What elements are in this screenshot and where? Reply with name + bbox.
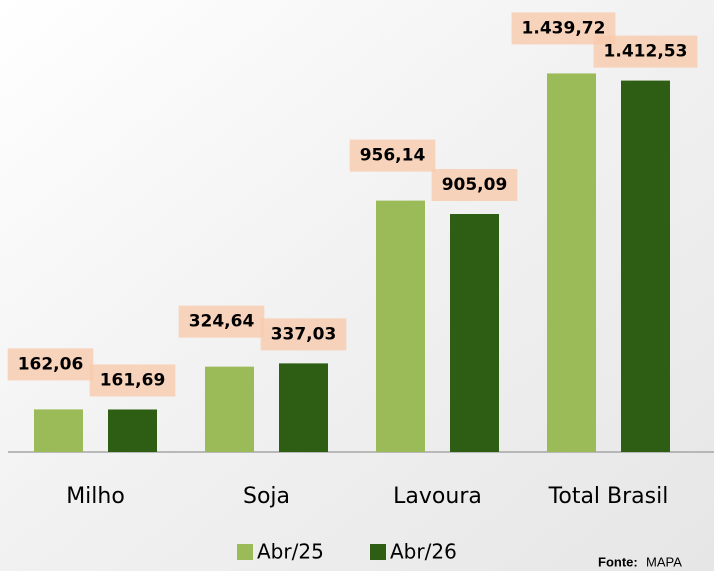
bar — [108, 409, 157, 452]
bar — [279, 363, 328, 452]
bar — [547, 73, 596, 452]
value-label: 1.412,53 — [604, 42, 688, 62]
x-tick-label: Milho — [66, 484, 125, 509]
chart: Fonte: MAPA Milho 162,06 161,69 Soja 324,64 3… — [0, 0, 714, 571]
legend-label: Abr/25 — [257, 540, 324, 564]
value-label: 956,14 — [360, 146, 426, 166]
bar — [205, 367, 254, 452]
source-name: MAPA — [646, 554, 682, 569]
source-label: Fonte: — [598, 554, 638, 569]
value-label: 161,69 — [100, 370, 166, 390]
value-label: 324,64 — [189, 312, 255, 332]
value-label: 905,09 — [442, 175, 508, 195]
x-tick-label: Lavoura — [393, 484, 482, 509]
legend-swatch — [370, 544, 386, 560]
legend-label: Abr/26 — [390, 540, 457, 564]
x-tick-label: Soja — [243, 484, 290, 509]
value-label: 162,06 — [18, 354, 84, 374]
value-label: 337,03 — [271, 324, 337, 344]
bar — [34, 409, 83, 452]
value-label: 1.439,72 — [522, 18, 606, 38]
bar — [450, 214, 499, 452]
legend-swatch — [237, 544, 253, 560]
bar — [621, 81, 670, 452]
x-tick-label: Total Brasil — [548, 484, 669, 509]
bar — [376, 201, 425, 452]
